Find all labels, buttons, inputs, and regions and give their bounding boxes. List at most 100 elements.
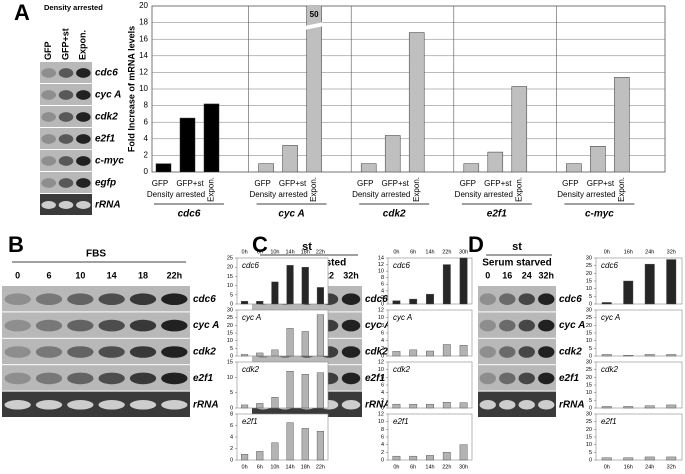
gene-label: cdc6	[559, 294, 582, 305]
category-group-label: Density arrested	[455, 190, 513, 199]
blot-band	[67, 372, 94, 385]
bar	[392, 351, 401, 357]
blot-band	[479, 319, 496, 332]
y-tick-label: 10	[586, 390, 592, 396]
gene-label: cdc6	[95, 68, 118, 79]
blot-band	[41, 156, 56, 166]
blot-band	[58, 178, 74, 188]
blot-band	[35, 372, 63, 385]
lane-label: 24	[522, 270, 532, 280]
bar	[392, 455, 401, 461]
bar	[459, 402, 468, 409]
y-tick-label: 15	[227, 274, 233, 280]
blot-band	[129, 319, 157, 332]
gene-label: rRNA	[365, 399, 391, 410]
y-tick-label: 20	[227, 265, 233, 271]
blot-band	[76, 201, 91, 209]
bar	[409, 298, 418, 305]
bar	[409, 403, 418, 409]
y-tick-label: 15	[227, 359, 233, 365]
y-tick-label: 8	[381, 427, 384, 433]
blot-band	[518, 293, 535, 306]
x-tick-label: 10h	[270, 464, 279, 470]
y-tick-label: 0	[144, 167, 149, 176]
bar	[442, 452, 451, 461]
mini-title: e2f1	[242, 417, 258, 426]
blot-band	[4, 400, 31, 410]
bar	[511, 86, 528, 172]
gene-label: egfp	[95, 178, 116, 189]
bar	[442, 264, 451, 305]
blot-row	[2, 338, 190, 365]
lane-label: 32h	[538, 270, 554, 280]
lane-label: 18	[138, 270, 148, 280]
y-tick-label: 25	[586, 263, 592, 269]
gene-label: rRNA	[559, 399, 585, 410]
blot-band	[76, 178, 91, 188]
blot-band	[67, 400, 94, 410]
y-tick-label: 30	[227, 307, 233, 313]
blot-band	[35, 293, 63, 306]
blot-band	[67, 293, 94, 306]
blot-band	[58, 112, 74, 122]
x-tick-label: 10h	[270, 249, 279, 255]
bar	[426, 350, 434, 357]
category-group-label: Density arrested	[147, 190, 205, 199]
y-tick-label: 10	[227, 338, 233, 344]
blot-band	[76, 68, 91, 78]
y-tick-label: 30	[586, 307, 592, 313]
blot-band	[499, 372, 516, 385]
blot-band	[538, 293, 555, 306]
category-group-label: Density arrested	[557, 190, 615, 199]
bar	[271, 442, 279, 461]
y-tick-label: 12	[378, 262, 384, 268]
y-tick-label: 30	[586, 255, 592, 261]
y-tick-label: 0	[230, 353, 233, 359]
bar	[179, 117, 196, 172]
x-tick-label: 14h	[285, 464, 294, 470]
blot-band	[41, 134, 56, 144]
bar	[392, 300, 401, 305]
y-tick-label: 5	[230, 346, 233, 352]
y-tick-label: 0	[589, 457, 592, 463]
y-tick-label: 10	[139, 84, 148, 93]
y-tick-label: 5	[589, 398, 592, 404]
category-label: GFP	[357, 179, 373, 188]
y-tick-label: 5	[589, 450, 592, 456]
y-tick-label: 12	[139, 68, 148, 77]
gene-label: cyc A	[559, 320, 585, 331]
value-label: 50	[310, 10, 319, 19]
x-tick-label: 14h	[425, 464, 434, 470]
blot-row	[2, 286, 190, 312]
y-tick-label: 10	[227, 283, 233, 289]
blot-band	[518, 319, 535, 332]
x-tick-label: 18h	[301, 249, 310, 255]
y-tick-label: 20	[586, 271, 592, 277]
group-label: cdc6	[178, 209, 201, 220]
bar	[384, 135, 401, 172]
y-tick-label: 2	[381, 450, 384, 456]
bar	[623, 457, 634, 461]
bar	[241, 301, 249, 305]
category-group-label: Density arrested	[249, 190, 307, 199]
gene-label: cyc A	[193, 320, 219, 331]
bar	[623, 280, 634, 305]
y-tick-label: 0	[230, 405, 233, 411]
y-tick-label: 6	[381, 282, 384, 288]
y-tick-label: 4	[381, 288, 384, 294]
gene-label: cdc6	[193, 294, 216, 305]
bar	[623, 406, 634, 409]
mini-title: cdk2	[393, 365, 410, 374]
y-tick-label: 0	[381, 457, 384, 463]
bar	[256, 301, 264, 305]
blot-band	[499, 319, 516, 332]
y-tick-label: 10	[586, 338, 592, 344]
y-tick-label: 15	[586, 434, 592, 440]
y-tick-label: 6	[381, 330, 384, 336]
y-tick-label: 0	[381, 301, 384, 307]
gene-label: cdk2	[365, 347, 388, 358]
blot-band	[76, 134, 91, 144]
blot-band	[499, 346, 516, 358]
x-tick-label: 0h	[393, 464, 399, 470]
x-tick-label: 6h	[410, 464, 416, 470]
